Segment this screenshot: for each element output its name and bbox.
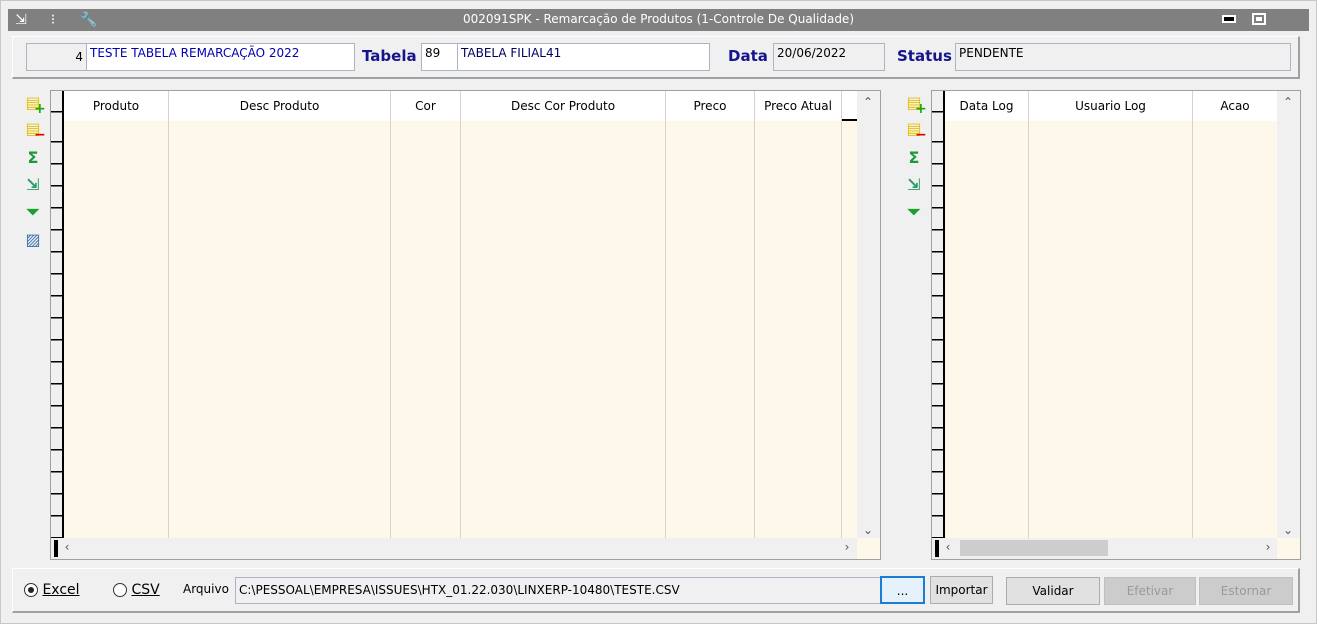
csv-radio[interactable]: CSV	[113, 582, 160, 598]
tabela-desc-field[interactable]: TABELA FILIAL41	[457, 43, 710, 71]
title-bar: ⇲ ⁝ 🔧 002091SPK - Remarcação de Produtos…	[8, 9, 1309, 31]
column-header-desc-cor-produto[interactable]: Desc Cor Produto	[461, 91, 666, 121]
column-header-preco-atual[interactable]: Preco Atual	[755, 91, 842, 121]
column-header-acao[interactable]: Acao	[1193, 91, 1277, 121]
log-delete-row-icon[interactable]: ▤ −	[906, 119, 927, 143]
description-field[interactable]: TESTE TABELA REMARCAÇÃO 2022	[86, 43, 355, 71]
log-vertical-scrollbar[interactable]: ⌃ ⌄	[1277, 91, 1300, 539]
excel-radio-button[interactable]	[24, 583, 38, 597]
estornar-button[interactable]: Estornar	[1199, 577, 1293, 605]
browse-button[interactable]: ...	[880, 576, 925, 604]
log-sum-icon[interactable]: Σ	[908, 148, 920, 167]
vertical-scrollbar[interactable]: ⌃ ⌄	[857, 91, 880, 539]
sum-icon[interactable]: Σ	[27, 148, 39, 167]
export-icon[interactable]: ⇲	[15, 12, 27, 28]
log-grid[interactable]: Data Log Usuario Log Acao ⌃ ⌄ ‹ ›	[931, 90, 1301, 560]
products-grid[interactable]: Produto Desc Produto Cor Desc Cor Produt…	[50, 90, 881, 560]
scroll-right-icon[interactable]: ›	[844, 540, 850, 554]
tabela-label: Tabela	[362, 47, 417, 65]
log-scroll-left-icon[interactable]: ‹	[945, 540, 951, 554]
status-field[interactable]: PENDENTE	[955, 43, 1291, 71]
export-grid-icon[interactable]: ⇲	[26, 175, 40, 194]
arquivo-field[interactable]: C:\PESSOAL\EMPRESA\ISSUES\HTX_01.22.030\…	[235, 577, 881, 604]
log-filter-down-icon[interactable]: ⏷	[907, 202, 921, 221]
excel-radio[interactable]: Excel	[24, 582, 80, 598]
restore-icon[interactable]	[1252, 13, 1266, 25]
efetivar-button[interactable]: Efetivar	[1104, 577, 1196, 605]
data-label: Data	[728, 47, 768, 65]
column-header-cor[interactable]: Cor	[391, 91, 461, 121]
log-scroll-up-icon[interactable]: ⌃	[1282, 95, 1294, 109]
log-scrollbar-thumb[interactable]	[960, 540, 1108, 556]
add-row-icon[interactable]: ▤ +	[25, 93, 46, 117]
column-header-data-log[interactable]: Data Log	[945, 91, 1029, 121]
arquivo-label: Arquivo	[183, 582, 229, 596]
excel-label: Excel	[42, 582, 80, 598]
horizontal-scrollbar[interactable]: ‹ ›	[51, 538, 880, 559]
log-scroll-down-icon[interactable]: ⌄	[1282, 523, 1294, 537]
column-header-preco[interactable]: Preco	[666, 91, 755, 121]
code-field[interactable]: 4	[26, 43, 87, 71]
column-header-produto[interactable]: Produto	[64, 91, 169, 121]
row-indicator-column	[51, 91, 64, 539]
filter-down-icon[interactable]: ⏷	[26, 202, 40, 221]
scroll-left-icon[interactable]: ‹	[64, 540, 70, 554]
column-header-desc-produto[interactable]: Desc Produto	[169, 91, 391, 121]
status-label: Status	[897, 47, 952, 65]
data-field[interactable]: 20/06/2022	[773, 43, 885, 71]
csv-label: CSV	[131, 582, 160, 598]
minimize-icon[interactable]	[1222, 15, 1236, 23]
column-header-usuario-log[interactable]: Usuario Log	[1029, 91, 1193, 121]
log-export-icon[interactable]: ⇲	[907, 175, 921, 194]
log-row-indicator-column	[932, 91, 945, 539]
scroll-down-icon[interactable]: ⌄	[862, 523, 874, 537]
log-horizontal-scrollbar[interactable]: ‹ ›	[932, 538, 1300, 559]
delete-row-icon[interactable]: ▤ −	[25, 119, 46, 143]
window-title: 002091SPK - Remarcação de Produtos (1-Co…	[462, 12, 854, 26]
log-add-row-icon[interactable]: ▤ +	[906, 93, 927, 117]
image-icon[interactable]: ▨	[25, 230, 41, 249]
tabela-code-field[interactable]: 89	[421, 43, 458, 71]
validar-button[interactable]: Validar	[1006, 577, 1100, 605]
importar-button[interactable]: Importar	[930, 576, 993, 604]
traffic-light-icon[interactable]: ⁝	[50, 12, 56, 28]
log-grid-header: Data Log Usuario Log Acao	[945, 91, 1277, 121]
scroll-up-icon[interactable]: ⌃	[862, 95, 874, 109]
wrench-icon[interactable]: 🔧	[80, 12, 98, 28]
csv-radio-button[interactable]	[113, 583, 127, 597]
log-scroll-right-icon[interactable]: ›	[1265, 540, 1271, 554]
